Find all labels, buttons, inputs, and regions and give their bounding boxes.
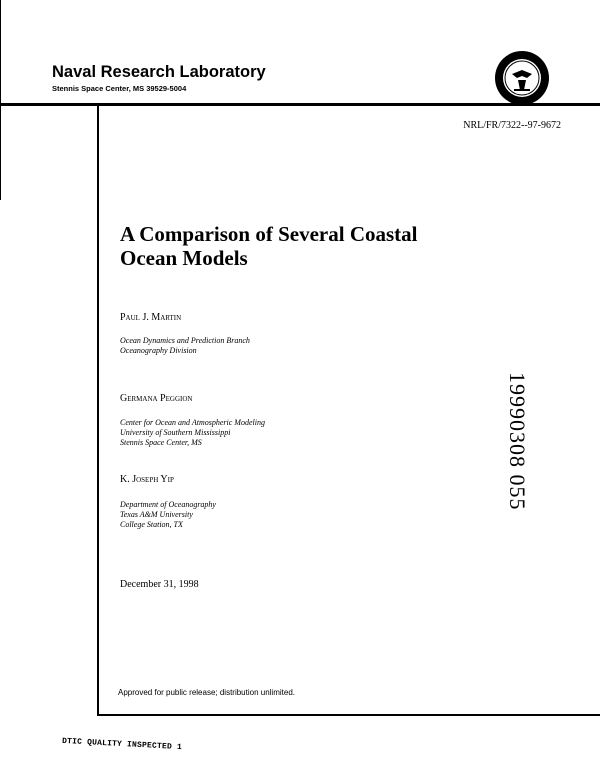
- header-rule: [0, 103, 600, 106]
- author-affiliation: Ocean Dynamics and Prediction Branch Oce…: [120, 336, 250, 356]
- publication-date: December 31, 1998: [120, 579, 199, 590]
- title-line: Ocean Models: [120, 246, 248, 270]
- accession-number: 19990308 055: [488, 372, 548, 592]
- distribution-statement: Approved for public release; distributio…: [118, 688, 295, 697]
- affiliation-line: Texas A&M University: [120, 510, 193, 519]
- affiliation-line: Center for Ocean and Atmospheric Modelin…: [120, 418, 265, 427]
- affiliation-line: University of Southern Mississippi: [120, 428, 231, 437]
- affiliation-line: Department of Oceanography: [120, 500, 216, 509]
- author-name: Paul J. Martin: [120, 312, 182, 323]
- document-title: A Comparison of Several Coastal Ocean Mo…: [120, 222, 418, 270]
- title-line: A Comparison of Several Coastal: [120, 222, 418, 246]
- margin-rule: [97, 106, 99, 716]
- quality-stamp: DTIC QUALITY INSPECTED 1: [61, 736, 183, 753]
- report-number: NRL/FR/7322--97-9672: [463, 120, 561, 131]
- affiliation-line: Stennis Space Center, MS: [120, 438, 202, 447]
- organization-address: Stennis Space Center, MS 39529-5004: [52, 84, 187, 93]
- author-name: Germana Peggion: [120, 393, 193, 404]
- footer-rule: [97, 714, 600, 716]
- affiliation-line: Oceanography Division: [120, 346, 197, 355]
- affiliation-line: Ocean Dynamics and Prediction Branch: [120, 336, 250, 345]
- author-name: K. Joseph Yip: [120, 474, 174, 485]
- scan-edge: [0, 0, 1, 200]
- organization-name: Naval Research Laboratory: [52, 63, 266, 81]
- affiliation-line: College Station, TX: [120, 520, 183, 529]
- author-affiliation: Department of Oceanography Texas A&M Uni…: [120, 500, 216, 530]
- accession-number-text: 19990308 055: [505, 372, 530, 511]
- us-navy-seal-icon: [495, 51, 549, 105]
- author-affiliation: Center for Ocean and Atmospheric Modelin…: [120, 418, 265, 448]
